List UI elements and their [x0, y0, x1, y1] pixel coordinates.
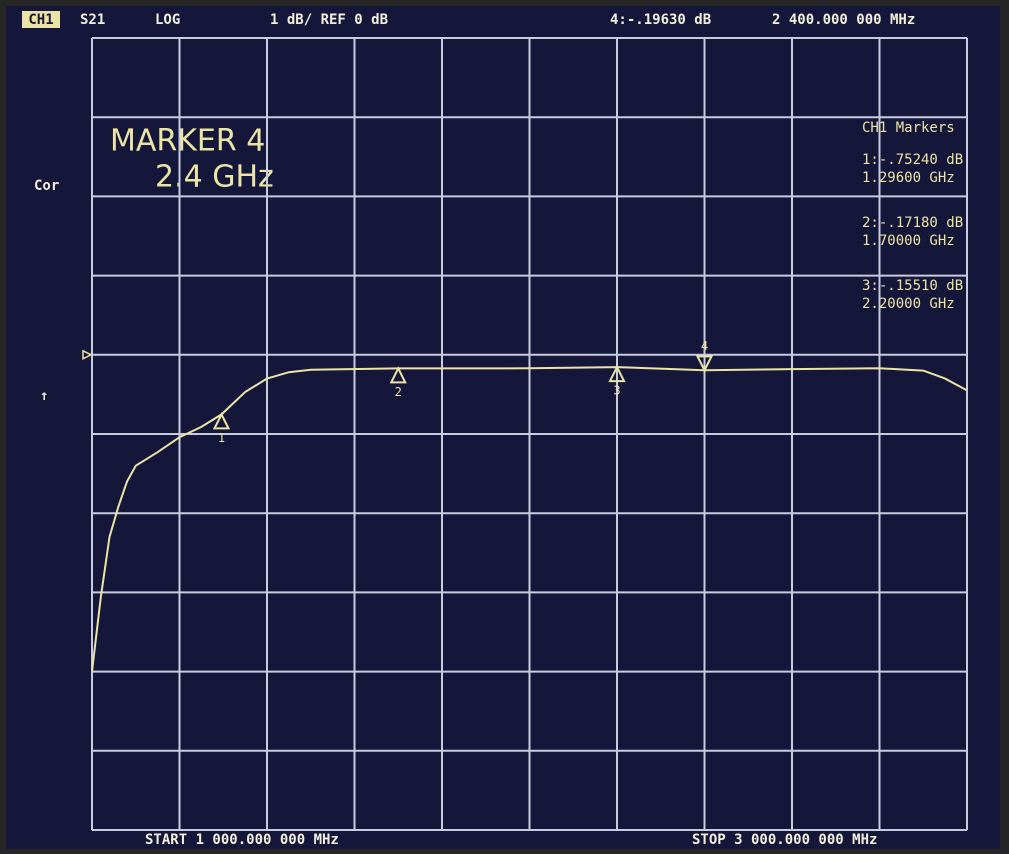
channel-badge: [22, 11, 60, 28]
scale: 1 dB/ REF 0 dB: [270, 12, 388, 28]
marker: [695, 355, 714, 373]
format: LOG: [155, 12, 180, 28]
readout-value: 1:-.75240 dB: [862, 152, 963, 168]
marker-label: 2: [395, 385, 402, 399]
marker: [212, 412, 231, 430]
marker-label: 3: [613, 384, 620, 398]
active-frequency: 2 400.000 000 MHz: [772, 12, 915, 28]
markers-title: CH1 Markers: [862, 120, 955, 136]
arrow: ↑: [40, 388, 48, 404]
channel: CH1: [28, 12, 53, 28]
readout-frequency: 2.20000 GHz: [862, 296, 955, 312]
marker-label: 1: [218, 431, 225, 445]
marker: [608, 364, 626, 383]
marker-label: 4: [701, 339, 708, 353]
readout-value: 2:-.17180 dB: [862, 215, 963, 231]
readout-frequency: 1.70000 GHz: [862, 233, 955, 249]
stop-label: STOP 3 000.000 000 MHz: [692, 832, 877, 848]
start-label: START 1 000.000 000 MHz: [145, 832, 339, 848]
screen: [6, 6, 1000, 849]
readout-value: 3:-.15510 dB: [862, 278, 963, 294]
marker-subtitle: 2.4 GHz: [155, 160, 274, 195]
trace: [91, 366, 968, 672]
active-readout: 4:-.19630 dB: [610, 12, 711, 28]
correction: Cor: [34, 178, 59, 194]
marker: [389, 366, 407, 384]
marker-title: MARKER 4: [110, 124, 265, 159]
readout-frequency: 1.29600 GHz: [862, 170, 955, 186]
parameter: S21: [80, 12, 105, 28]
ref-pointer: [82, 349, 93, 361]
